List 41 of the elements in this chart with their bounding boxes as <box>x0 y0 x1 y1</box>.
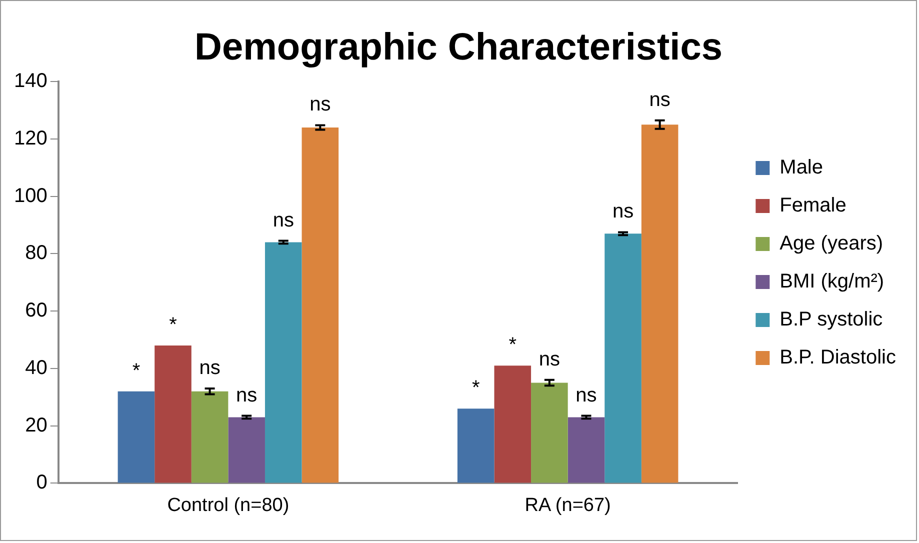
data-label: ns <box>538 348 560 370</box>
y-tick-label: 20 <box>25 414 48 436</box>
bar <box>531 382 568 483</box>
legend-label: B.P systolic <box>780 308 883 331</box>
y-tick-label: 120 <box>14 127 48 150</box>
legend-label: Age (years) <box>780 232 884 255</box>
data-label: ns <box>310 94 331 116</box>
bar <box>228 417 265 483</box>
x-tick-label: Control (n=80) <box>167 494 290 516</box>
data-label: ns <box>649 88 670 111</box>
data-label: * <box>132 360 140 382</box>
bar <box>641 124 678 483</box>
bar <box>302 127 339 483</box>
y-tick-label: 100 <box>14 184 48 207</box>
bar <box>604 234 642 483</box>
bar <box>494 366 532 483</box>
bar <box>154 346 192 483</box>
bar <box>264 242 302 483</box>
data-label: ns <box>199 357 220 380</box>
y-tick-label: 80 <box>25 242 48 264</box>
legend-label: Male <box>780 156 824 179</box>
data-label: * <box>169 314 178 336</box>
x-tick-label: RA (n=67) <box>524 494 611 516</box>
data-label: ns <box>612 200 634 223</box>
y-tick-label: 0 <box>36 472 48 494</box>
data-label: * <box>472 377 480 400</box>
legend-label: BMI (kg/m²) <box>780 270 884 293</box>
y-tick-label: 140 <box>14 70 48 92</box>
data-label: ns <box>576 384 597 406</box>
bar <box>568 417 605 483</box>
y-tick-label: 40 <box>25 356 48 379</box>
bar <box>457 408 494 483</box>
legend-label: Female <box>780 194 846 217</box>
bar <box>191 391 228 483</box>
bar <box>118 391 155 483</box>
chart-title: Demographic Characteristics <box>194 26 722 68</box>
y-tick-label: 60 <box>25 300 48 322</box>
legend-label: B.P. Diastolic <box>780 346 896 369</box>
data-label: * <box>508 334 517 356</box>
data-label: ns <box>236 384 258 406</box>
data-label: ns <box>272 209 294 232</box>
